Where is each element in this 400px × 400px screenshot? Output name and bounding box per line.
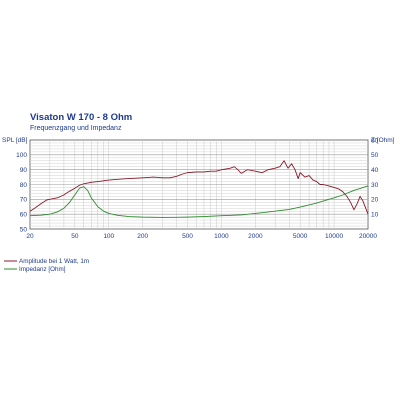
x-tick-label: 500 xyxy=(182,233,193,240)
y-tick-label-right: 40 xyxy=(371,167,379,174)
x-tick-label: 200 xyxy=(137,233,148,240)
y-tick-label-left: 50 xyxy=(20,226,28,233)
grid xyxy=(30,140,368,229)
chart-subtitle: Frequenzgang und Impedanz xyxy=(30,125,122,132)
y-axis-label-left: SPL [dB] xyxy=(2,137,28,144)
tick-labels: 20 50 100 200 500 1000 2000 5000 10000 2000050607… xyxy=(16,137,378,240)
y-tick-label-right: 60 xyxy=(371,137,379,144)
y-tick-label-right: 30 xyxy=(371,182,379,189)
x-tick-label: 20000 xyxy=(359,233,377,240)
y-tick-label-left: 60 xyxy=(20,211,28,218)
series-line-2 xyxy=(29,185,369,218)
x-tick-label: 2000 xyxy=(248,233,263,240)
y-tick-label-left: 70 xyxy=(20,197,28,204)
y-tick-label-right: 50 xyxy=(371,152,379,159)
chart-title: Visaton W 170 - 8 Ohm xyxy=(30,112,132,123)
legend-label: Amplitude bei 1 Watt, 1m xyxy=(19,258,89,265)
x-tick-label: 5000 xyxy=(293,233,308,240)
y-tick-label-left: 100 xyxy=(16,152,27,159)
y-tick-label-left: 90 xyxy=(20,167,28,174)
y-tick-label-right: 10 xyxy=(371,211,379,218)
legend-label: Impedanz [Ohm] xyxy=(19,266,66,273)
y-tick-label-right: 20 xyxy=(371,197,379,204)
x-tick-label: 20 xyxy=(26,233,34,240)
series-line-1 xyxy=(29,160,369,215)
series-lines xyxy=(29,160,369,218)
x-tick-label: 100 xyxy=(103,233,114,240)
x-tick-label: 1000 xyxy=(214,233,229,240)
x-tick-label: 10000 xyxy=(325,233,343,240)
y-tick-label-left: 80 xyxy=(20,182,28,189)
x-tick-label: 50 xyxy=(71,233,79,240)
y-axis-label-right: Z [Ohm] xyxy=(371,137,395,144)
